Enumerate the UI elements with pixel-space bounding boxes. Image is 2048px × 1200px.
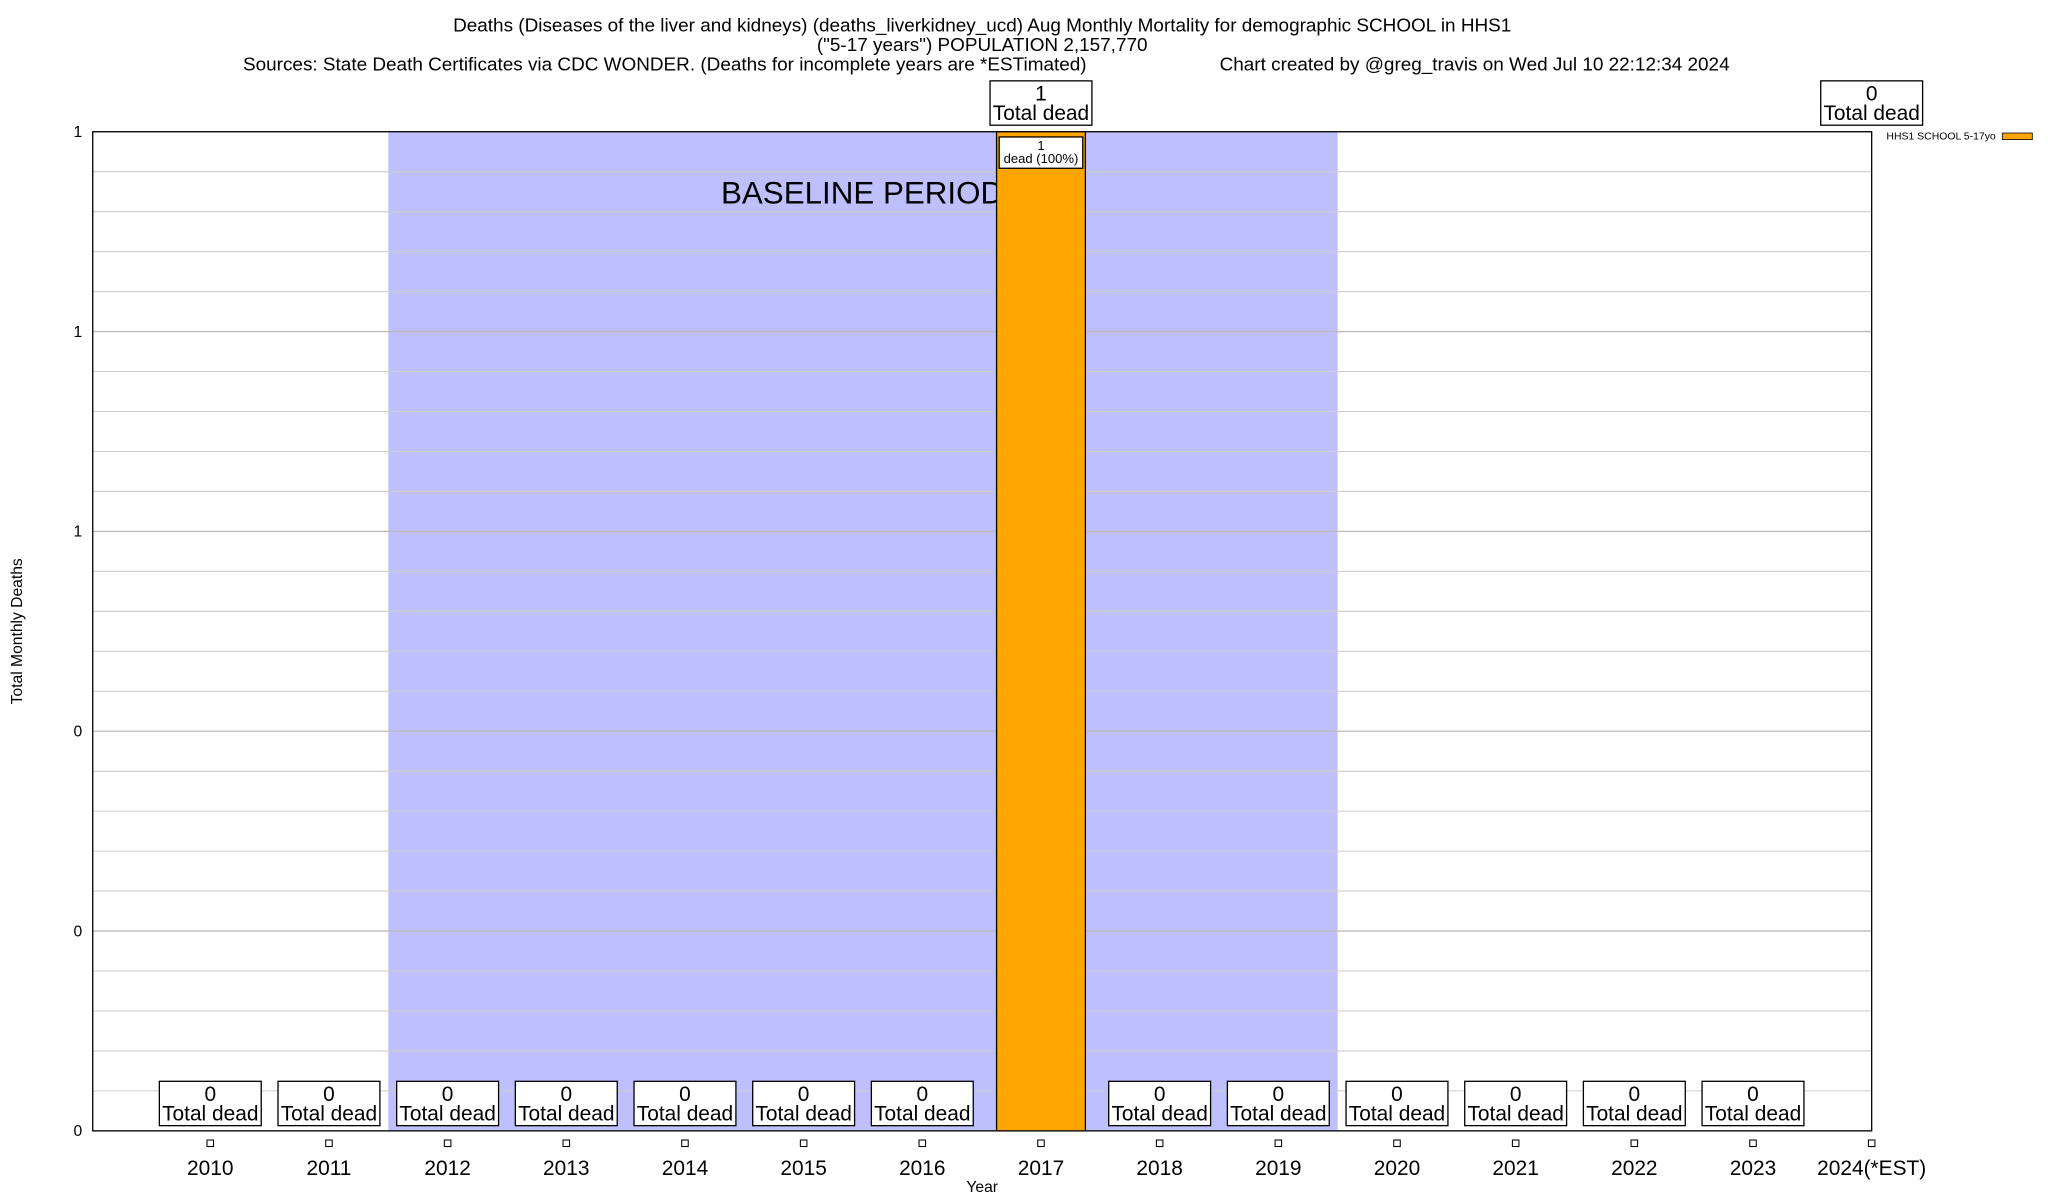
x-tick-label: 2019 (1255, 1157, 1301, 1180)
x-tick-label: 2024(*EST) (1817, 1157, 1926, 1180)
value-label-suffix: Total dead (993, 102, 1089, 125)
value-label-suffix: Total dead (1230, 1102, 1326, 1125)
x-tick-marker (681, 1139, 689, 1148)
x-tick-marker (206, 1139, 215, 1148)
value-label-suffix: Total dead (518, 1102, 614, 1125)
x-tick-marker (918, 1139, 927, 1148)
value-label-suffix: Total dead (874, 1102, 970, 1125)
x-tick-marker (1749, 1139, 1757, 1148)
x-tick-label: 2011 (306, 1157, 351, 1180)
y-tick-label: 1 (74, 324, 83, 341)
value-label: 0 (204, 1083, 216, 1106)
plot-frame (92, 131, 1873, 1132)
value-label: 0 (323, 1083, 335, 1106)
y-tick-label: 1 (74, 524, 83, 541)
value-label: 0 (1510, 1083, 1522, 1106)
value-label-box (396, 1080, 500, 1127)
sources: Sources: State Death Certificates via CD… (243, 54, 1087, 75)
value-label-suffix: Total dead (162, 1102, 258, 1125)
y-tick-label: 1 (74, 124, 83, 141)
x-tick-marker (443, 1139, 452, 1148)
x-tick-marker (1867, 1139, 1876, 1148)
x-tick-label: 2010 (187, 1157, 233, 1180)
x-tick-marker (1155, 1139, 1164, 1148)
x-tick-label: 2023 (1730, 1157, 1776, 1180)
value-label-suffix: Total dead (1111, 1102, 1207, 1125)
value-label-box (870, 1080, 974, 1127)
y-axis-label: Total Monthly Deaths (9, 558, 26, 704)
x-tick-label: 2015 (780, 1157, 826, 1180)
value-label-box (633, 1080, 737, 1127)
value-label: 0 (1629, 1083, 1641, 1106)
legend-swatch (2001, 132, 2033, 140)
x-tick-marker (1037, 1139, 1045, 1148)
x-tick-marker (1393, 1139, 1401, 1148)
credit: Chart created by @greg_travis on Wed Jul… (1220, 54, 1730, 75)
x-axis-label: Year (966, 1179, 998, 1196)
value-label: 1 (1035, 82, 1047, 105)
value-label: 0 (916, 1083, 928, 1106)
value-label-suffix: Total dead (1823, 102, 1919, 125)
value-label-suffix: Total dead (1586, 1102, 1682, 1125)
x-tick-marker (1630, 1139, 1639, 1148)
x-tick-marker (799, 1139, 808, 1148)
value-label-box (158, 1080, 262, 1127)
x-tick-label: 2021 (1492, 1157, 1538, 1180)
value-label: 0 (1391, 1083, 1403, 1106)
x-tick-marker (325, 1139, 333, 1148)
value-label: 0 (1154, 1083, 1166, 1106)
x-tick-marker (562, 1139, 571, 1148)
value-label-box (1582, 1080, 1686, 1127)
value-label: 0 (1866, 82, 1878, 105)
bar (995, 131, 1087, 1132)
x-tick-label: 2020 (1374, 1157, 1420, 1180)
value-label-suffix: Total dead (1705, 1102, 1801, 1125)
value-label-suffix: Total dead (637, 1102, 733, 1125)
y-tick-label: 0 (74, 723, 83, 740)
value-label-box (989, 80, 1093, 126)
x-tick-label: 2017 (1018, 1157, 1064, 1180)
value-label-suffix: Total dead (399, 1102, 495, 1125)
x-tick-label: 2022 (1611, 1157, 1657, 1180)
x-tick-label: 2016 (899, 1157, 945, 1180)
value-label-suffix: Total dead (281, 1102, 377, 1125)
value-label-box (1464, 1080, 1568, 1127)
x-tick-label: 2018 (1136, 1157, 1182, 1180)
value-label: 0 (560, 1083, 572, 1106)
y-tick-label: 0 (74, 1123, 83, 1140)
x-tick-marker (1274, 1139, 1283, 1148)
value-label: 0 (679, 1083, 691, 1106)
value-label-box (1226, 1080, 1330, 1127)
y-tick-label: 0 (74, 923, 83, 940)
x-tick-label: 2013 (543, 1157, 589, 1180)
value-label-box (1701, 1080, 1805, 1127)
value-label: 0 (1273, 1083, 1285, 1106)
value-label-box (1820, 80, 1924, 126)
value-label-box (1345, 1080, 1449, 1127)
bar-label-suffix: dead (100%) (1004, 151, 1079, 166)
value-label-suffix: Total dead (1349, 1102, 1445, 1125)
value-label-box (277, 1080, 381, 1127)
value-label: 0 (798, 1083, 810, 1106)
baseline-label: BASELINE PERIOD (721, 175, 1003, 210)
value-label-box (514, 1080, 618, 1127)
bar-label-box (998, 136, 1084, 169)
value-label-box (752, 1080, 856, 1127)
legend-label: HHS1 SCHOOL 5-17yo (1886, 132, 1996, 143)
baseline-region (388, 131, 1338, 1131)
value-label-box (1108, 1080, 1212, 1127)
value-label-suffix: Total dead (755, 1102, 851, 1125)
bar-label: 1 (1037, 138, 1044, 153)
value-label-suffix: Total dead (1467, 1102, 1563, 1125)
value-label: 0 (442, 1083, 454, 1106)
value-label: 0 (1747, 1083, 1759, 1106)
chart-subtitle: ("5-17 years") POPULATION 2,157,770 (817, 35, 1148, 56)
x-tick-label: 2014 (662, 1157, 708, 1180)
chart-title: Deaths (Diseases of the liver and kidney… (453, 15, 1511, 36)
x-tick-label: 2012 (424, 1157, 470, 1180)
x-tick-marker (1511, 1139, 1520, 1148)
